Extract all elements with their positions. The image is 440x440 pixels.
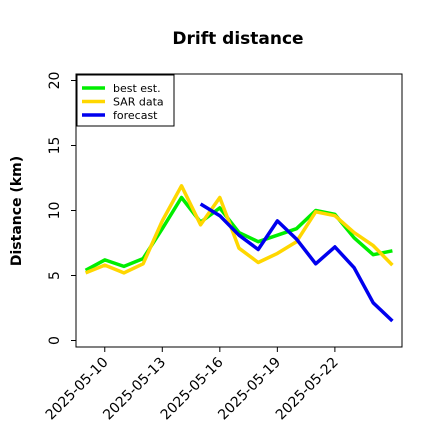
chart-title: Drift distance <box>172 29 303 49</box>
legend-label-sar-data: SAR data <box>113 96 164 109</box>
series-line-forecast <box>199 202 394 323</box>
y-axis-label: Distance (km) <box>9 156 25 266</box>
y-tick-label: 15 <box>47 137 63 155</box>
legend-label-best-est: best est. <box>113 82 161 95</box>
series-line-sar-data <box>84 184 394 275</box>
y-tick-label: 5 <box>47 271 63 280</box>
y-tick-label: 20 <box>47 72 63 90</box>
y-tick-label: 10 <box>47 202 63 220</box>
legend-label-forecast: forecast <box>113 109 158 122</box>
y-tick-label: 0 <box>47 336 63 345</box>
